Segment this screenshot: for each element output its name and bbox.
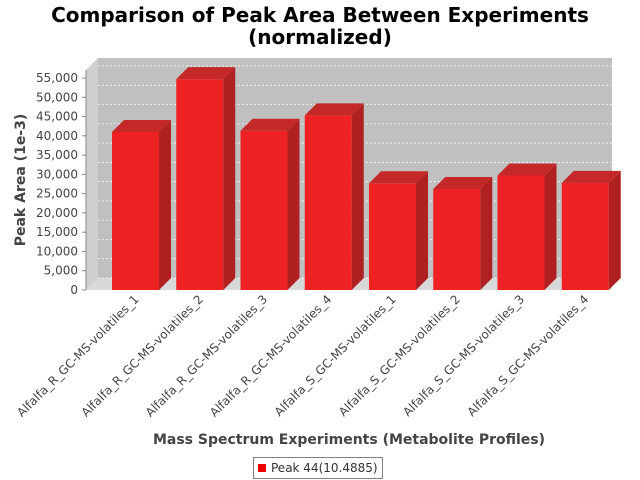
- bar-side: [544, 163, 557, 290]
- bar: [369, 183, 416, 290]
- bar-side: [287, 118, 300, 290]
- y-tick-label: 25,000: [36, 187, 78, 201]
- bar: [561, 182, 609, 290]
- x-tick-label: Alfalfa_R_GC-MS-volatiles_4: [207, 292, 334, 419]
- y-tick-label: 0: [70, 283, 78, 297]
- y-tick-label: 45,000: [36, 110, 78, 124]
- y-tick-label: 15,000: [36, 225, 78, 239]
- bar: [176, 79, 224, 290]
- y-tick-label: 10,000: [36, 244, 78, 258]
- bar-top: [240, 118, 300, 131]
- bar-side: [159, 119, 171, 290]
- bar-side: [608, 170, 621, 290]
- legend-swatch: [258, 464, 266, 472]
- x-axis-title: Mass Spectrum Experiments (Metabolite Pr…: [152, 432, 546, 448]
- bar-top: [497, 163, 557, 176]
- y-axis-title: Peak Area (1e-3): [13, 114, 29, 247]
- legend: Peak 44(10.4885): [253, 457, 383, 479]
- x-tick-label: Alfalfa_S_GC-MS-volatiles_2: [336, 292, 463, 419]
- x-tick-label: Alfalfa_R_GC-MS-volatiles_1: [14, 292, 141, 419]
- bar: [433, 189, 481, 290]
- chart-title-line-1: Comparison of Peak Area Between Experime…: [51, 3, 589, 27]
- y-tick-label: 30,000: [36, 167, 78, 181]
- y-tick-label: 35,000: [36, 148, 78, 162]
- bar-side: [223, 67, 236, 290]
- bar-side: [416, 171, 428, 290]
- y-tick-label: 50,000: [36, 90, 78, 104]
- y-tick-label: 55,000: [36, 71, 78, 85]
- y-tick-label: 20,000: [36, 206, 78, 220]
- bar-top: [304, 103, 364, 116]
- bar-top: [369, 171, 428, 184]
- x-tick-label: Alfalfa_R_GC-MS-volatiles_3: [143, 292, 270, 419]
- x-tick-label: Alfalfa_S_GC-MS-volatiles_4: [465, 292, 592, 419]
- legend-label: Peak 44(10.4885): [271, 461, 378, 475]
- x-tick-label: Alfalfa_S_GC-MS-volatiles_1: [272, 292, 399, 419]
- bar-side: [480, 177, 493, 290]
- bar: [112, 131, 159, 290]
- bar-side: [351, 103, 364, 290]
- bar: [497, 175, 545, 290]
- y-tick-label: 40,000: [36, 129, 78, 143]
- bar-top: [112, 119, 171, 132]
- x-tick-label: Alfalfa_S_GC-MS-volatiles_3: [400, 292, 527, 419]
- side-wall: [86, 58, 98, 290]
- y-tick-label: 5,000: [44, 264, 78, 278]
- bar-top: [561, 170, 621, 183]
- bar-top: [433, 177, 493, 190]
- bar: [304, 115, 352, 290]
- bar-top: [176, 67, 236, 80]
- chart-title-line-2: (normalized): [248, 25, 392, 49]
- bar: [240, 130, 288, 290]
- x-tick-label: Alfalfa_R_GC-MS-volatiles_2: [78, 292, 205, 419]
